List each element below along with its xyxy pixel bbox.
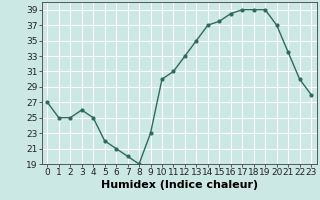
X-axis label: Humidex (Indice chaleur): Humidex (Indice chaleur) bbox=[100, 180, 258, 190]
